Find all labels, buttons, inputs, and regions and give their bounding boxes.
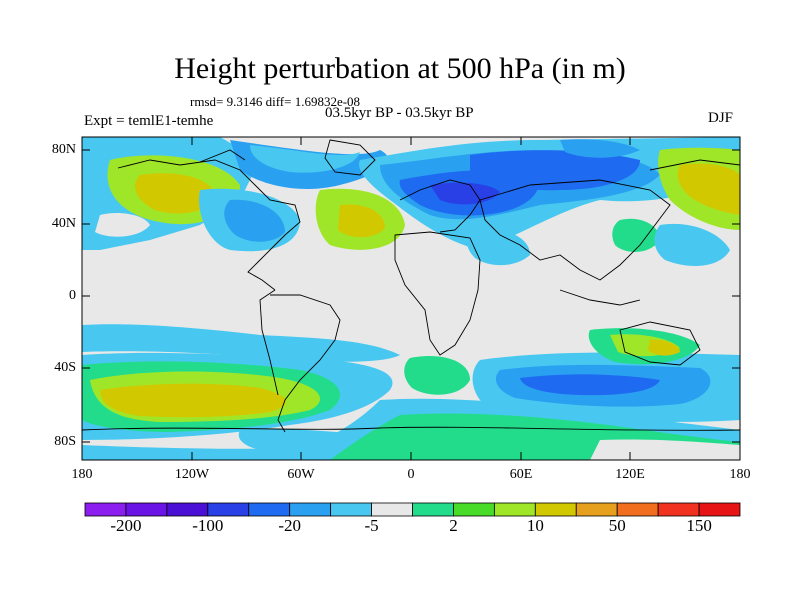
colorbar-box-15	[698, 502, 741, 517]
colorbar-box-1	[125, 502, 168, 517]
lat-label-80s: 80S	[54, 434, 76, 449]
lat-label-80n: 80N	[51, 142, 76, 157]
colorbar-box-6	[330, 502, 372, 517]
colorbar-label: 10	[526, 516, 544, 535]
colorbar-box-10	[493, 502, 536, 517]
lat-label-0: 0	[69, 288, 76, 303]
lon-label-120w: 120W	[174, 467, 210, 482]
colorbar-label: 2	[449, 516, 458, 535]
colorbar-box-5	[289, 502, 332, 517]
colorbar-label: -5	[364, 516, 379, 535]
colorbar-box-14	[657, 502, 700, 517]
rmsd-stats: rmsd= 9.3146 diff= 1.69832e-08	[190, 94, 361, 109]
colorbar-box-0	[84, 502, 127, 517]
plot-title: Height perturbation at 500 hPa (in m)	[174, 52, 626, 85]
lat-label-40n: 40N	[51, 216, 76, 231]
colorbar	[84, 502, 741, 517]
season-label: DJF	[708, 110, 734, 126]
colorbar-label: -100	[192, 516, 224, 535]
colorbar-box-4	[248, 502, 291, 517]
colorbar-box-12	[575, 502, 618, 517]
contour-fields	[82, 137, 740, 460]
lat-label-40s: 40S	[54, 360, 76, 375]
lon-label-0: 0	[407, 467, 415, 482]
lon-label-120e: 120E	[615, 467, 645, 482]
lon-label-180w: 180	[71, 467, 93, 482]
colorbar-box-2	[166, 502, 209, 517]
colorbar-box-8	[412, 502, 454, 517]
lon-label-180e: 180	[729, 467, 751, 482]
colorbar-box-7	[371, 502, 413, 517]
colorbar-label: 150	[686, 516, 712, 535]
colorbar-label: 50	[608, 516, 626, 535]
axis-ticks	[81, 137, 741, 460]
colorbar-box-13	[616, 502, 659, 517]
coastlines	[82, 139, 740, 433]
period-label: 03.5kyr BP - 03.5kyr BP	[325, 105, 474, 121]
colorbar-box-11	[534, 502, 577, 517]
colorbar-label: -200	[110, 516, 142, 535]
colorbar-box-9	[453, 502, 495, 517]
colorbar-box-3	[207, 502, 250, 517]
colorbar-label: -20	[278, 516, 302, 535]
lon-label-60w: 60W	[287, 467, 315, 482]
experiment-label: Expt = temlE1-temhe	[84, 113, 214, 129]
lon-label-60e: 60E	[509, 467, 533, 482]
